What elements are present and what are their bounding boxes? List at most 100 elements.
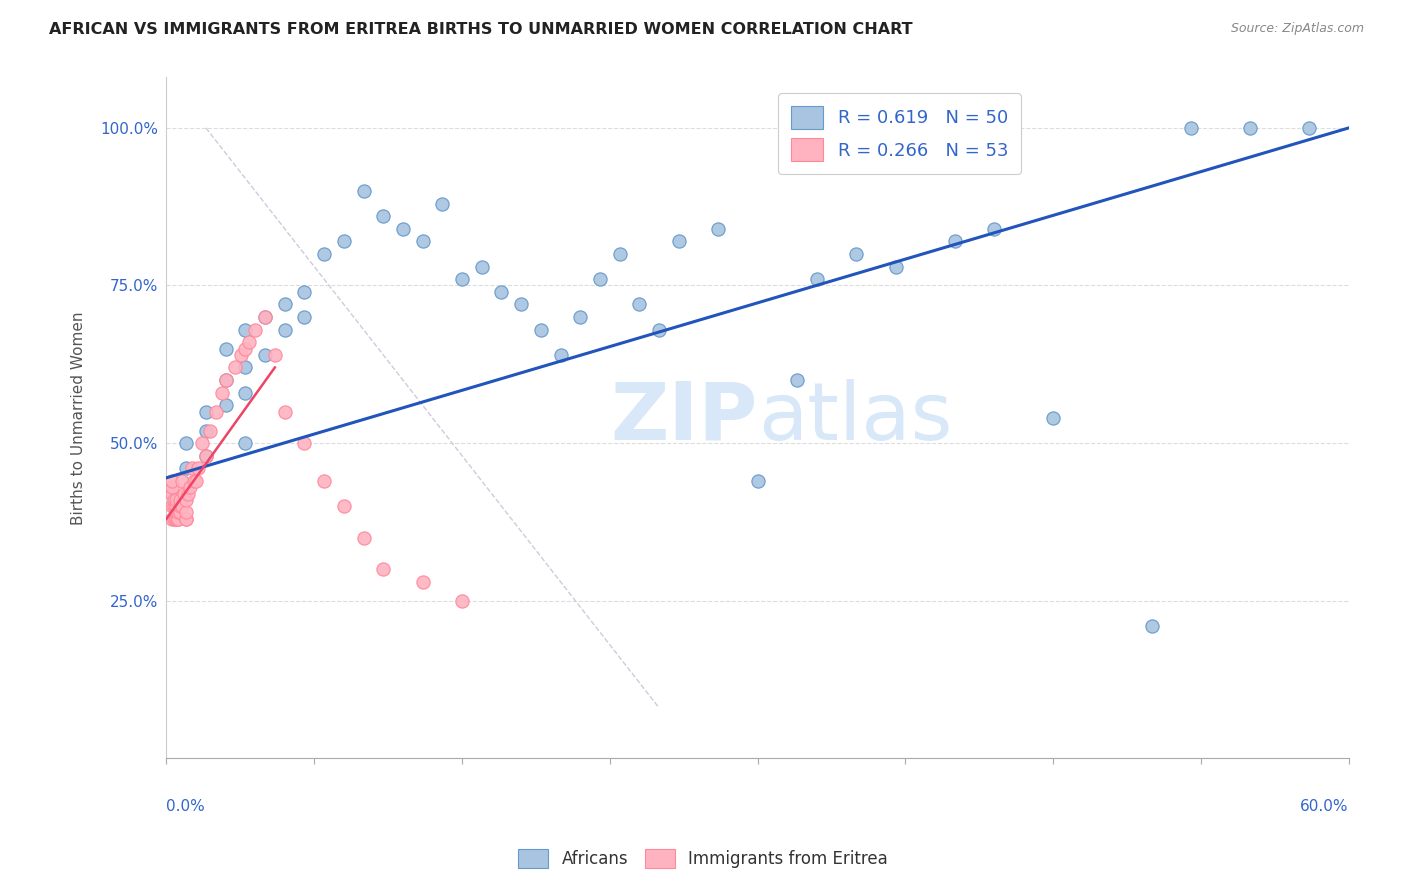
Point	[550, 348, 572, 362]
Point	[194, 449, 217, 463]
Point	[353, 184, 375, 198]
Point	[194, 449, 217, 463]
Point	[169, 506, 191, 520]
Point	[668, 235, 690, 249]
Point	[432, 196, 454, 211]
Point	[609, 247, 631, 261]
Point	[273, 323, 295, 337]
Point	[510, 297, 533, 311]
Point	[174, 512, 197, 526]
Point	[569, 310, 592, 324]
Point	[233, 436, 256, 450]
Legend: Africans, Immigrants from Eritrea: Africans, Immigrants from Eritrea	[512, 842, 894, 875]
Point	[191, 436, 214, 450]
Point	[1180, 120, 1202, 135]
Point	[162, 474, 184, 488]
Point	[174, 461, 197, 475]
Point	[263, 348, 285, 362]
Point	[165, 506, 187, 520]
Point	[294, 285, 316, 299]
Point	[174, 506, 197, 520]
Point	[238, 335, 260, 350]
Point	[163, 499, 186, 513]
Point	[253, 348, 276, 362]
Point	[173, 486, 195, 500]
Point	[177, 486, 200, 500]
Point	[179, 480, 201, 494]
Text: ZIP: ZIP	[610, 379, 758, 457]
Point	[530, 323, 553, 337]
Point	[243, 323, 266, 337]
Text: atlas: atlas	[758, 379, 952, 457]
Point	[163, 492, 186, 507]
Point	[786, 373, 808, 387]
Point	[224, 360, 246, 375]
Point	[167, 512, 190, 526]
Point	[211, 385, 233, 400]
Point	[167, 506, 190, 520]
Point	[373, 562, 395, 576]
Point	[1298, 120, 1320, 135]
Point	[628, 297, 651, 311]
Point	[233, 385, 256, 400]
Point	[373, 209, 395, 223]
Point	[214, 373, 236, 387]
Point	[471, 260, 494, 274]
Point	[412, 574, 434, 589]
Point	[451, 272, 474, 286]
Point	[273, 404, 295, 418]
Point	[198, 424, 221, 438]
Point	[314, 474, 336, 488]
Point	[194, 404, 217, 418]
Point	[231, 348, 253, 362]
Point	[589, 272, 612, 286]
Point	[174, 436, 197, 450]
Point	[806, 272, 828, 286]
Point	[167, 512, 190, 526]
Point	[314, 247, 336, 261]
Point	[214, 342, 236, 356]
Point	[187, 461, 209, 475]
Point	[1140, 619, 1163, 633]
Point	[169, 499, 191, 513]
Point	[1042, 410, 1064, 425]
Point	[353, 531, 375, 545]
Point	[165, 512, 187, 526]
Point	[184, 474, 207, 488]
Point	[172, 499, 194, 513]
Point	[412, 235, 434, 249]
Point	[214, 373, 236, 387]
Point	[169, 492, 191, 507]
Point	[943, 235, 966, 249]
Point	[214, 398, 236, 412]
Point	[194, 424, 217, 438]
Point	[162, 486, 184, 500]
Text: Source: ZipAtlas.com: Source: ZipAtlas.com	[1230, 22, 1364, 36]
Point	[253, 310, 276, 324]
Point	[983, 221, 1005, 235]
Point	[273, 297, 295, 311]
Point	[648, 323, 671, 337]
Point	[162, 512, 184, 526]
Point	[233, 360, 256, 375]
Point	[172, 474, 194, 488]
Point	[162, 499, 184, 513]
Point	[204, 404, 226, 418]
Point	[707, 221, 730, 235]
Point	[163, 512, 186, 526]
Point	[165, 499, 187, 513]
Point	[233, 342, 256, 356]
Point	[165, 512, 187, 526]
Point	[294, 436, 316, 450]
Legend: R = 0.619   N = 50, R = 0.266   N = 53: R = 0.619 N = 50, R = 0.266 N = 53	[778, 94, 1021, 174]
Point	[491, 285, 513, 299]
Point	[165, 492, 187, 507]
Point	[333, 235, 356, 249]
Point	[253, 310, 276, 324]
Point	[183, 474, 205, 488]
Point	[884, 260, 907, 274]
Y-axis label: Births to Unmarried Women: Births to Unmarried Women	[72, 311, 86, 524]
Text: 0.0%: 0.0%	[166, 799, 205, 814]
Point	[747, 474, 769, 488]
Text: 60.0%: 60.0%	[1301, 799, 1348, 814]
